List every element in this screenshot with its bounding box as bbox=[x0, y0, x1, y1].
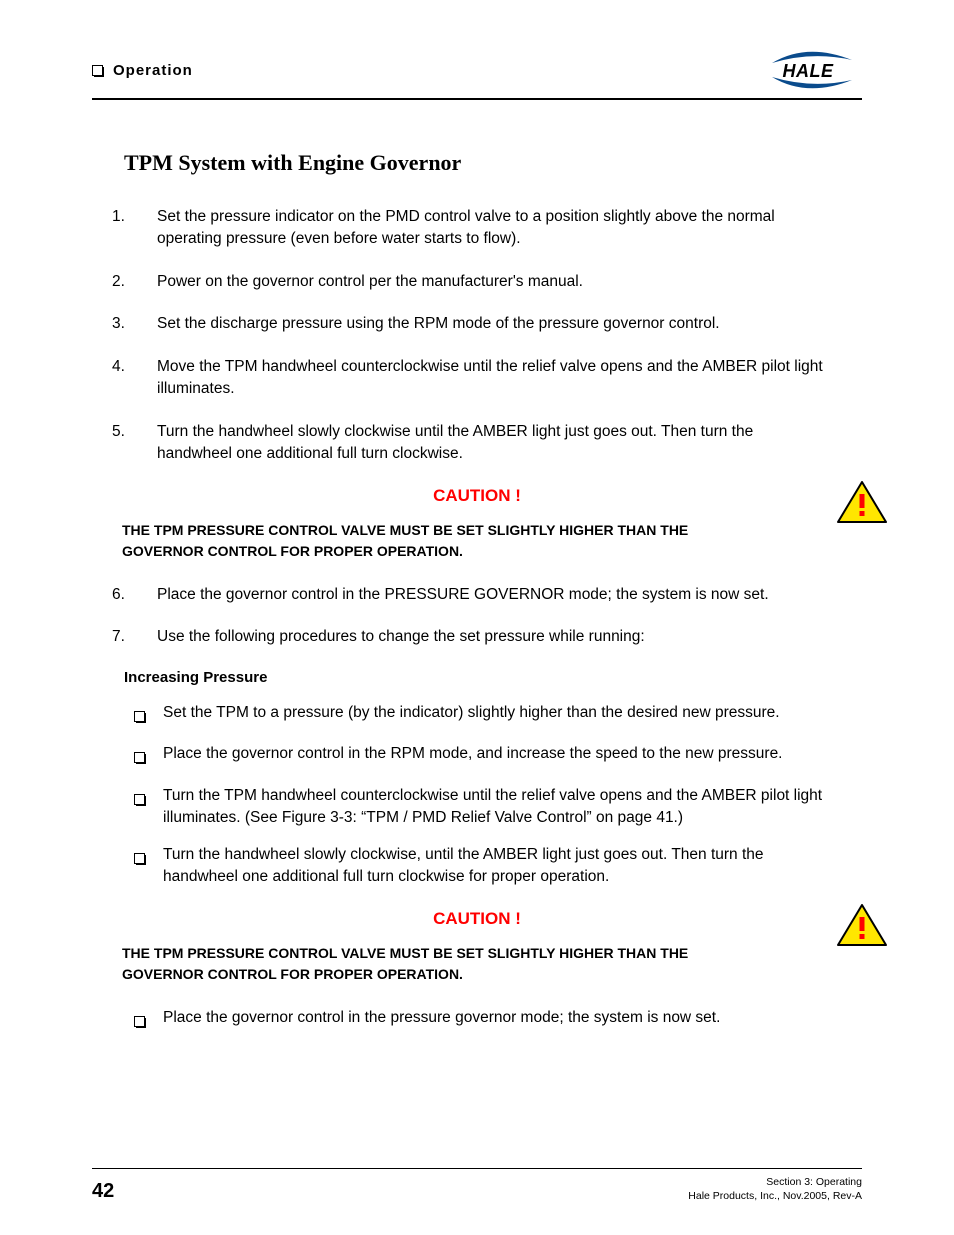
step-text: Turn the handwheel slowly clockwise unti… bbox=[157, 421, 862, 466]
square-bullet-icon bbox=[134, 1016, 145, 1027]
section-label: Operation bbox=[113, 62, 193, 79]
caution-block-2: CAUTION ! THE TPM PRESSURE CONTROL VALVE… bbox=[92, 909, 862, 985]
bullet-text: Set the TPM to a pressure (by the indica… bbox=[163, 702, 862, 724]
header-rule bbox=[92, 98, 862, 100]
step-text: Power on the governor control per the ma… bbox=[157, 271, 862, 293]
caution-text: THE TPM PRESSURE CONTROL VALVE MUST BE S… bbox=[122, 943, 862, 985]
caution-title: CAUTION ! bbox=[92, 486, 862, 506]
bullet-list-a: Set the TPM to a pressure (by the indica… bbox=[134, 702, 862, 889]
step-number: 1. bbox=[112, 206, 157, 251]
list-item: 7.Use the following procedures to change… bbox=[112, 626, 862, 648]
caution-title: CAUTION ! bbox=[92, 909, 862, 929]
page-title: TPM System with Engine Governor bbox=[124, 150, 862, 176]
header-left: Operation bbox=[92, 62, 193, 79]
step-number: 5. bbox=[112, 421, 157, 466]
logo-text: HALE bbox=[783, 61, 834, 81]
bullet-text: Place the governor control in the RPM mo… bbox=[163, 743, 862, 765]
bullet-text: Place the governor control in the pressu… bbox=[163, 1007, 862, 1029]
bullet-text: Turn the handwheel slowly clockwise, unt… bbox=[163, 844, 862, 889]
step-number: 2. bbox=[112, 271, 157, 293]
square-bullet-icon bbox=[134, 711, 145, 722]
square-bullet-icon bbox=[134, 794, 145, 805]
step-text: Use the following procedures to change t… bbox=[157, 626, 862, 648]
list-item: Turn the handwheel slowly clockwise, unt… bbox=[134, 844, 862, 889]
list-item: 3.Set the discharge pressure using the R… bbox=[112, 313, 862, 335]
bullet-text: Turn the TPM handwheel counterclockwise … bbox=[163, 785, 862, 830]
list-item: Set the TPM to a pressure (by the indica… bbox=[134, 702, 862, 729]
sub-heading: Increasing Pressure bbox=[124, 669, 862, 686]
step-text: Set the pressure indicator on the PMD co… bbox=[157, 206, 862, 251]
footer-right: Section 3: Operating Hale Products, Inc.… bbox=[688, 1175, 862, 1203]
warning-triangle-icon bbox=[836, 903, 888, 949]
list-item: 2.Power on the governor control per the … bbox=[112, 271, 862, 293]
footer-line-2: Hale Products, Inc., Nov.2005, Rev-A bbox=[688, 1189, 862, 1203]
square-bullet-icon bbox=[134, 853, 145, 864]
page-number: 42 bbox=[92, 1180, 114, 1203]
footer-line-1: Section 3: Operating bbox=[688, 1175, 862, 1189]
steps-list-1: 1.Set the pressure indicator on the PMD … bbox=[112, 206, 862, 466]
list-item: 6.Place the governor control in the PRES… bbox=[112, 584, 862, 606]
step-number: 4. bbox=[112, 356, 157, 401]
step-text: Set the discharge pressure using the RPM… bbox=[157, 313, 862, 335]
step-number: 3. bbox=[112, 313, 157, 335]
warning-triangle-icon bbox=[836, 480, 888, 526]
steps-list-2: 6.Place the governor control in the PRES… bbox=[112, 584, 862, 649]
square-bullet-icon bbox=[92, 65, 103, 76]
list-item: 4.Move the TPM handwheel counterclockwis… bbox=[112, 356, 862, 401]
step-number: 6. bbox=[112, 584, 157, 606]
list-item: Turn the TPM handwheel counterclockwise … bbox=[134, 785, 862, 830]
list-item: 1.Set the pressure indicator on the PMD … bbox=[112, 206, 862, 251]
list-item: Place the governor control in the pressu… bbox=[134, 1007, 862, 1034]
caution-text: THE TPM PRESSURE CONTROL VALVE MUST BE S… bbox=[122, 520, 862, 562]
page: Operation HALE TPM System with Engine Go… bbox=[0, 0, 954, 1235]
page-header: Operation HALE bbox=[92, 48, 862, 92]
list-item: Place the governor control in the RPM mo… bbox=[134, 743, 862, 770]
footer-row: 42 Section 3: Operating Hale Products, I… bbox=[92, 1175, 862, 1203]
caution-block-1: CAUTION ! THE TPM PRESSURE CONTROL VALVE… bbox=[92, 486, 862, 562]
step-number: 7. bbox=[112, 626, 157, 648]
bullet-list-b: Place the governor control in the pressu… bbox=[134, 1007, 862, 1034]
step-text: Place the governor control in the PRESSU… bbox=[157, 584, 862, 606]
square-bullet-icon bbox=[134, 752, 145, 763]
hale-logo-icon: HALE bbox=[752, 48, 862, 92]
step-text: Move the TPM handwheel counterclockwise … bbox=[157, 356, 862, 401]
list-item: 5.Turn the handwheel slowly clockwise un… bbox=[112, 421, 862, 466]
footer-rule bbox=[92, 1168, 862, 1169]
page-footer: 42 Section 3: Operating Hale Products, I… bbox=[92, 1168, 862, 1203]
